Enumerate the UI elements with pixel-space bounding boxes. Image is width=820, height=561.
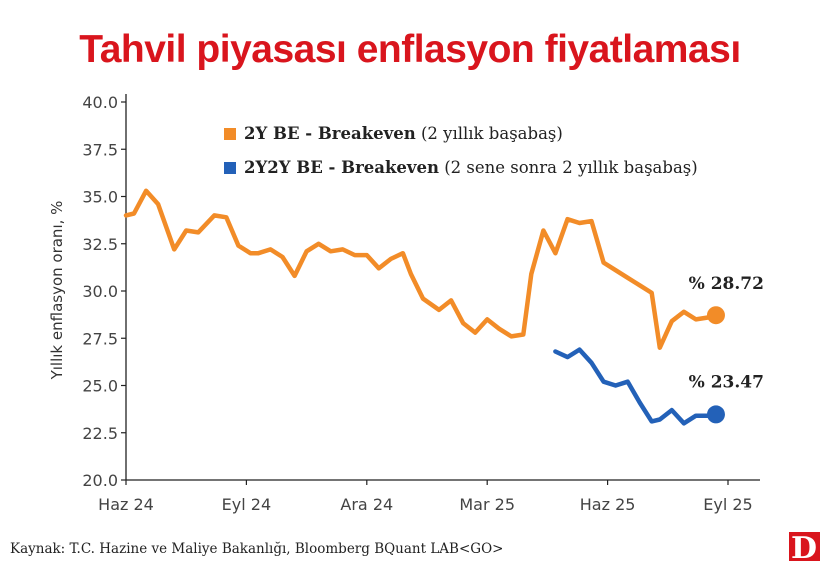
y-tick-label: 22.5	[82, 424, 118, 443]
plot-area: 20.0 22.5 25.0 27.5 30.0 32.5 35.0 37.5 40.0 Haz …	[82, 93, 764, 514]
y-tick-label: 30.0	[82, 282, 118, 301]
publisher-logo-background	[789, 532, 820, 561]
series-end-label: % 28.72	[689, 274, 764, 294]
legend-entry: 2Y2Y BE - Breakeven (2 sene sonra 2 yıll…	[244, 158, 698, 177]
legend-swatch	[224, 162, 236, 174]
x-tick-label: Haz 24	[98, 495, 154, 514]
legend-swatch	[224, 128, 236, 140]
y-tick-label: 40.0	[82, 93, 118, 112]
publisher-logo: D	[789, 531, 820, 561]
legend-entry-name: 2Y2Y BE - Breakeven	[244, 158, 439, 177]
chart-title: Tahvil piyasası enflasyon fiyatlaması	[79, 28, 740, 71]
x-tick-label: Eyl 25	[703, 495, 752, 514]
series-end-label: % 23.47	[689, 372, 764, 392]
series-line-2y2y-be	[553, 347, 719, 426]
x-tick-label: Mar 25	[459, 495, 515, 514]
y-tick-label: 27.5	[82, 329, 118, 348]
legend-entry-description: (2 sene sonra 2 yıllık başabaş)	[439, 158, 698, 177]
y-tick-label: 32.5	[82, 235, 118, 254]
x-tick-label: Haz 25	[580, 495, 636, 514]
x-tick-label: Eyl 24	[222, 495, 271, 514]
publisher-logo-letter: D	[791, 531, 817, 561]
y-tick-label: 25.0	[82, 377, 118, 396]
y-tick-label: 35.0	[82, 188, 118, 207]
source-note: Kaynak: T.C. Hazine ve Maliye Bakanlığı,…	[10, 541, 503, 557]
y-axis-label: Yıllık enflasyon oranı, %	[48, 201, 66, 381]
series-line-2y-be	[123, 188, 719, 350]
legend-entry-name: 2Y BE - Breakeven	[244, 124, 416, 143]
legend-entry-description: (2 yıllık başabaş)	[416, 124, 563, 143]
y-tick-label: 37.5	[82, 140, 118, 159]
series-end-marker	[706, 306, 725, 325]
legend-entry: 2Y BE - Breakeven (2 yıllık başabaş)	[244, 124, 563, 143]
y-tick-label: 20.0	[82, 471, 118, 490]
x-tick-label: Ara 24	[340, 495, 393, 514]
series-end-marker	[706, 405, 725, 424]
